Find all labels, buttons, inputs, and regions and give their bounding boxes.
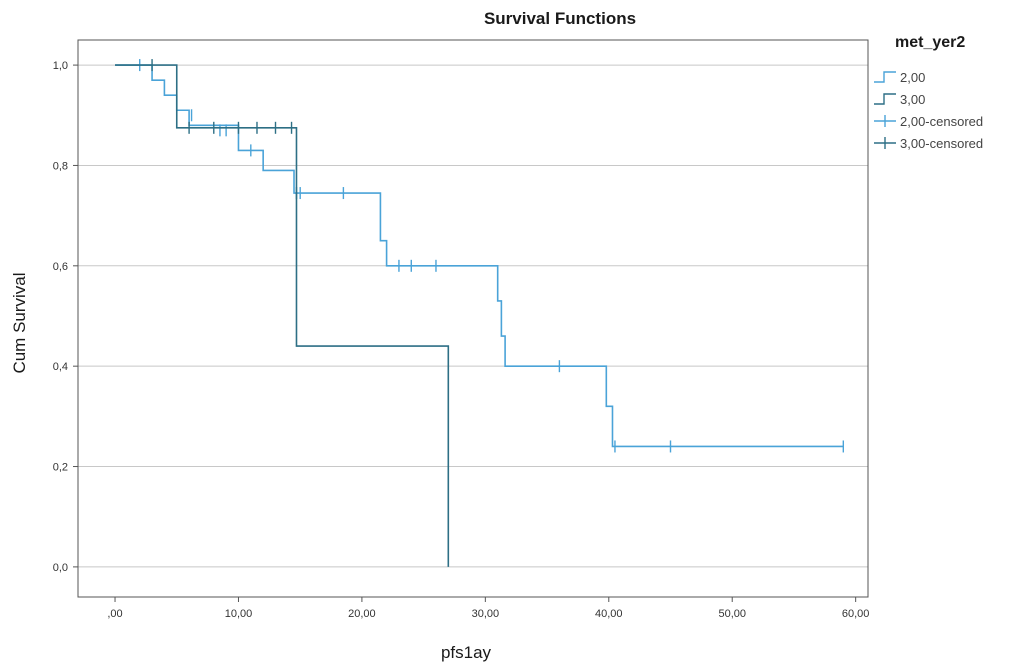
x-tick-label: 20,00: [348, 608, 376, 620]
legend-line-symbol: [874, 93, 896, 105]
axis-ticks: 0,0 0,2 0,4 0,6 0,8 1,0 ,00 10,00 20,00 30,00 40,0…: [53, 60, 870, 620]
x-tick-label: 10,00: [225, 608, 253, 620]
y-tick-label: 1,0: [53, 60, 68, 72]
y-tick-label: 0,8: [53, 160, 68, 172]
series-1-line: [115, 64, 844, 448]
legend-title: met_yer2: [895, 34, 965, 51]
x-tick-label: ,00: [107, 608, 122, 620]
y-tick-label: 0,4: [53, 361, 68, 373]
legend-entry: 2,00-censored: [900, 114, 983, 129]
y-tick-label: 0,6: [53, 261, 68, 273]
y-tick-label: 0,2: [53, 462, 68, 474]
x-tick-label: 40,00: [595, 608, 623, 620]
legend-entry: 3,00: [900, 92, 925, 107]
y-tick-label: 0,0: [53, 562, 68, 574]
y-axis-label: Cum Survival: [10, 272, 29, 373]
series-2-line: [115, 64, 450, 567]
legend-entry: 2,00: [900, 70, 925, 85]
series-layer: [115, 59, 845, 567]
plot-frame: [77, 39, 869, 598]
x-tick-label: 50,00: [718, 608, 746, 620]
x-axis-label: pfs1ay: [441, 643, 492, 662]
legend-line-symbol: [874, 71, 896, 83]
chart-title: Survival Functions: [484, 9, 636, 28]
x-tick-label: 60,00: [842, 608, 870, 620]
grid-lines: [78, 64, 868, 568]
legend: met_yer2 2,00 3,00 2,00-censored 3,00-censo…: [874, 34, 983, 151]
x-tick-label: 30,00: [472, 608, 500, 620]
legend-entry: 3,00-censored: [900, 136, 983, 151]
